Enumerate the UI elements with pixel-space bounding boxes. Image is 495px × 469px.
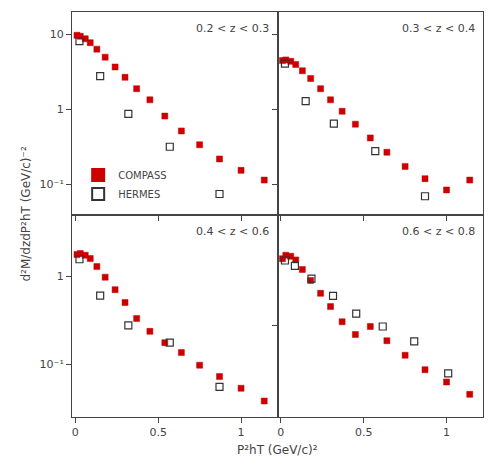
svg-text:1: 1 <box>57 270 64 283</box>
svg-text:HERMES: HERMES <box>118 189 160 200</box>
svg-text:0.4 < z < 0.6: 0.4 < z < 0.6 <box>196 225 269 238</box>
svg-text:1: 1 <box>238 426 245 439</box>
svg-text:10⁻¹: 10⁻¹ <box>40 358 64 371</box>
svg-text:1: 1 <box>57 103 64 116</box>
svg-text:0: 0 <box>277 426 284 439</box>
svg-text:P²hT (GeV/c)²: P²hT (GeV/c)² <box>237 443 318 457</box>
svg-text:10⁻¹: 10⁻¹ <box>40 178 64 191</box>
svg-text:0.6 < z < 0.8: 0.6 < z < 0.8 <box>402 225 475 238</box>
svg-text:0.5: 0.5 <box>355 426 373 439</box>
svg-text:1: 1 <box>443 426 450 439</box>
svg-text:0.2 < z < 0.3: 0.2 < z < 0.3 <box>196 22 269 35</box>
svg-text:COMPASS: COMPASS <box>118 170 166 181</box>
svg-text:0.3 < z < 0.4: 0.3 < z < 0.4 <box>402 22 475 35</box>
svg-text:d²M/dzdP²hT (GeV/c)⁻²: d²M/dzdP²hT (GeV/c)⁻² <box>19 146 33 281</box>
svg-text:0.5: 0.5 <box>149 426 167 439</box>
svg-text:10: 10 <box>50 28 64 41</box>
svg-text:0: 0 <box>72 426 79 439</box>
